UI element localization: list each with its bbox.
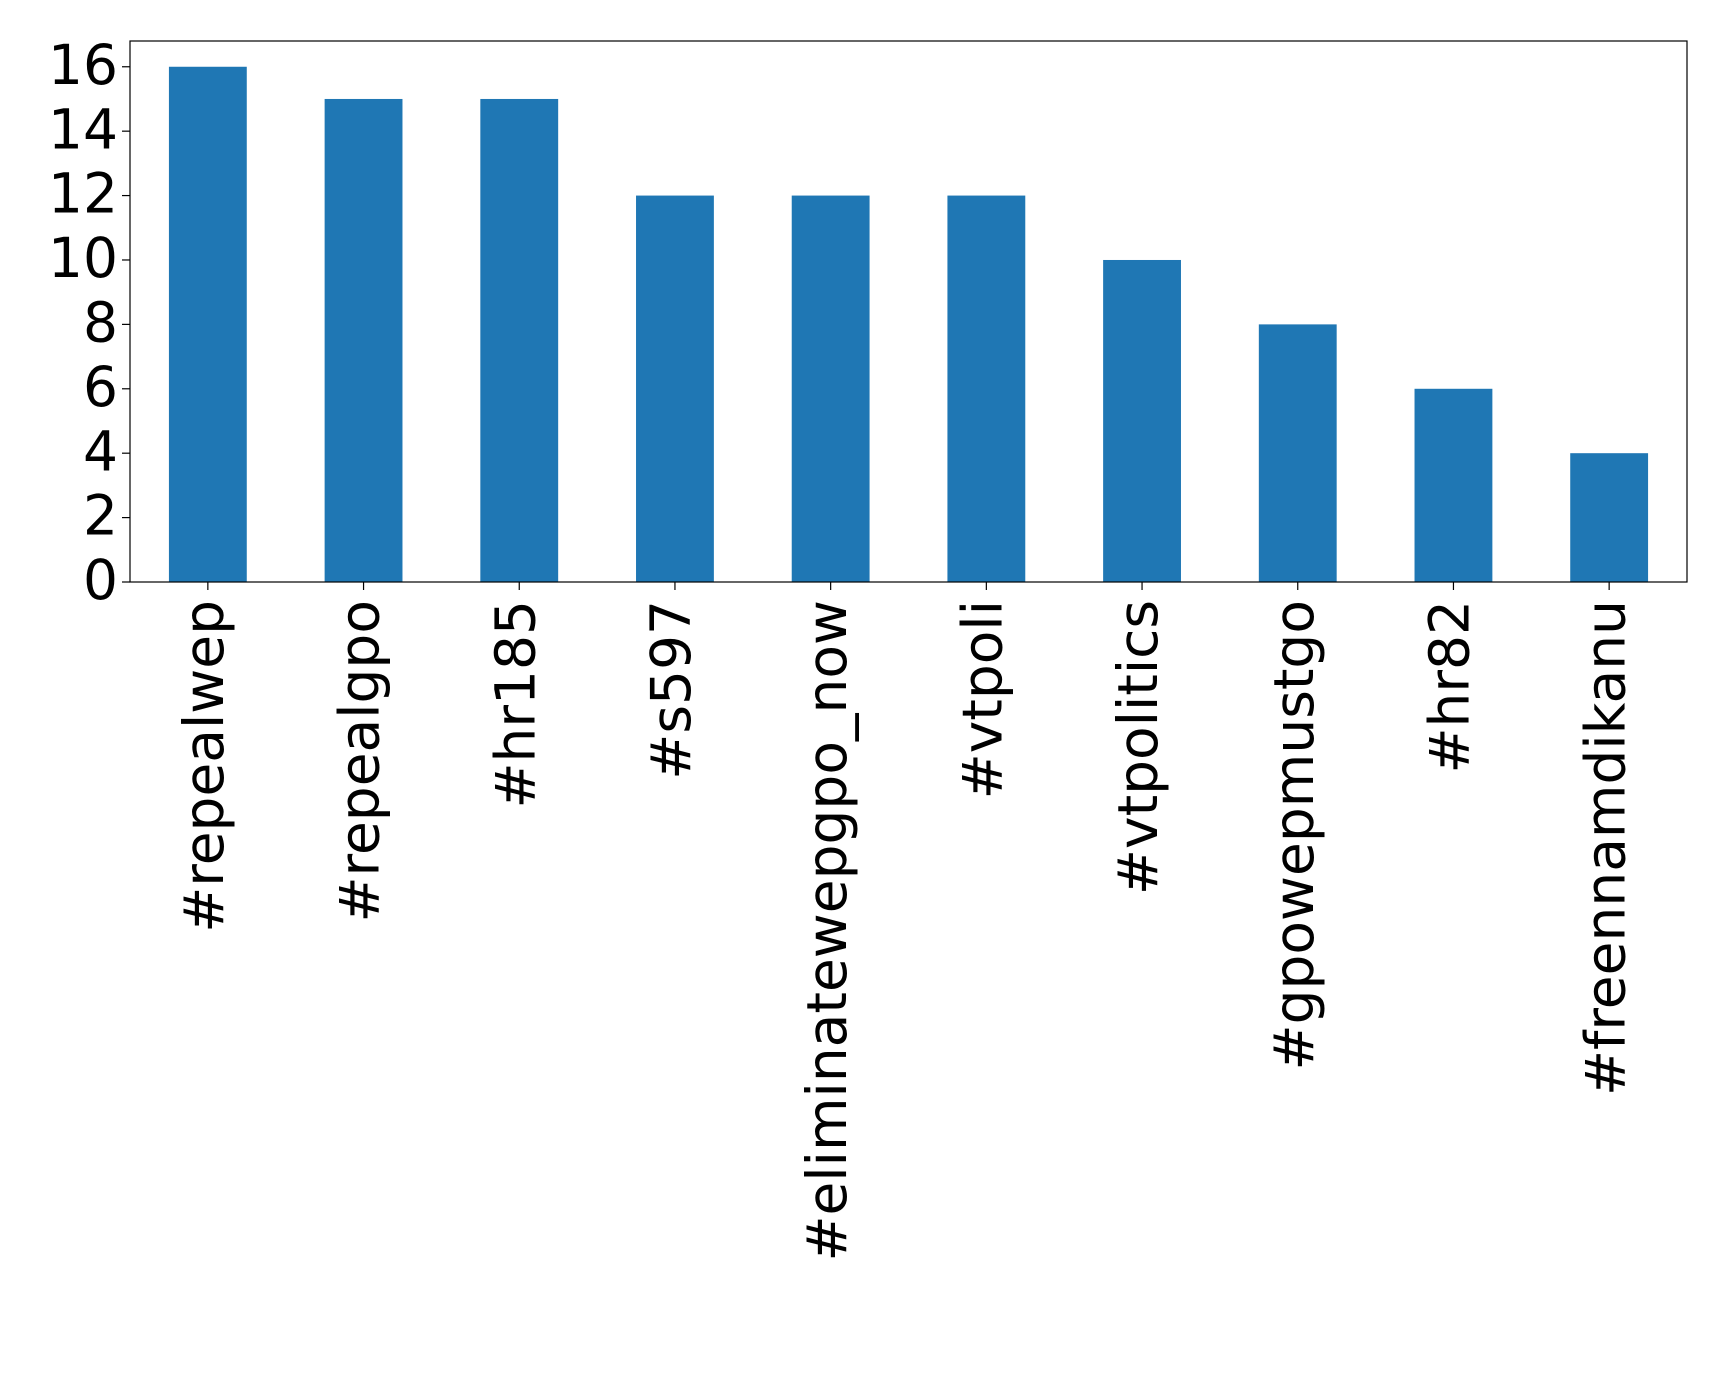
y-tick-label: 16 (48, 33, 118, 97)
y-tick-label: 6 (83, 355, 118, 419)
x-tick-label: #hr82 (1418, 600, 1482, 774)
x-tick-label: #vtpoli (950, 600, 1014, 799)
bar (947, 195, 1026, 583)
y-tick-label: 0 (83, 548, 118, 612)
y-tick-label: 12 (48, 162, 118, 226)
bar (1258, 324, 1337, 582)
x-tick-label: #hr185 (483, 600, 547, 809)
x-tick-label: #freennamdikanu (1573, 600, 1637, 1096)
x-tick-label: #gpowepmustgo (1262, 600, 1326, 1071)
bar (636, 195, 714, 583)
y-tick-label: 10 (48, 226, 118, 290)
bar (1414, 388, 1493, 582)
y-tick-label: 14 (48, 97, 118, 161)
x-tick-label: #repealwep (172, 600, 236, 933)
x-tick-label: #eliminatewepgpo_now (795, 600, 859, 1262)
plot-frame (129, 40, 1688, 583)
y-tick-label: 8 (83, 291, 118, 355)
bar (324, 98, 403, 582)
bar (791, 195, 870, 583)
bar (1570, 453, 1649, 582)
bar (1103, 259, 1181, 582)
x-tick-label: #repealgpo (328, 600, 392, 923)
bar (168, 66, 247, 582)
x-tick-label: #s597 (639, 600, 703, 780)
y-tick-label: 4 (83, 419, 118, 483)
bar (480, 98, 559, 582)
x-tick-label: #vtpolitics (1106, 600, 1170, 895)
y-tick-label: 2 (83, 484, 118, 548)
